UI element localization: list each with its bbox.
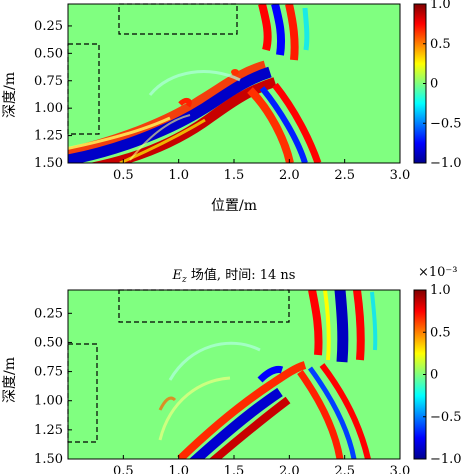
colorbar-tick-label: 0.5 bbox=[430, 37, 451, 52]
y-tick-label: 0.75 bbox=[34, 365, 63, 380]
colorbar-tick-label: 0 bbox=[430, 77, 438, 92]
colorbar-tick-label: 1.0 bbox=[430, 283, 451, 298]
x-tick-label: 2.0 bbox=[279, 464, 300, 474]
wavefield-1 bbox=[68, 4, 322, 163]
chart-title-2: Ez 场值, 时间: 14 ns bbox=[172, 267, 296, 285]
colorbar-exponent-2: ×10⁻³ bbox=[418, 265, 458, 280]
y-tick-label: 0.25 bbox=[34, 19, 63, 34]
y-ticks-2: 0.25 0.50 0.75 1.00 1.25 1.50 bbox=[34, 306, 72, 467]
colorbar-tick-label: −0.5 bbox=[430, 410, 462, 425]
x-tick-label: 1.5 bbox=[224, 168, 245, 183]
y-axis-label-1: 深度/m bbox=[2, 72, 18, 118]
x-tick-label: 2.5 bbox=[334, 168, 355, 183]
y-tick-label: 1.00 bbox=[34, 394, 63, 409]
x-tick-label: 0.5 bbox=[113, 464, 134, 474]
y-tick-label: 1.25 bbox=[34, 423, 63, 438]
y-tick-label: 0.25 bbox=[34, 306, 63, 321]
x-tick-label: 1.0 bbox=[168, 168, 189, 183]
y-tick-label: 1.50 bbox=[34, 156, 63, 171]
x-ticks-1: 0.5 1.0 1.5 2.0 2.5 3.0 bbox=[113, 159, 410, 183]
x-tick-label: 1.5 bbox=[224, 464, 245, 474]
y-tick-label: 0.50 bbox=[34, 46, 63, 61]
colorbar-ticks-2: 1.0 0.5 0 −0.5 −1.0 bbox=[423, 283, 462, 467]
x-tick-label: 3.0 bbox=[390, 464, 411, 474]
x-tick-label: 2.5 bbox=[334, 464, 355, 474]
colorbar-tick-label: −1.0 bbox=[430, 156, 462, 171]
x-axis-label-1: 位置/m bbox=[211, 198, 257, 214]
panel-2: Ez 场值, 时间: 14 ns 0.5 1.0 1.5 2.0 2.5 3.0 0. bbox=[2, 265, 462, 474]
x-tick-label: 1.0 bbox=[168, 464, 189, 474]
x-tick-label: 2.0 bbox=[279, 168, 300, 183]
colorbar-tick-label: 0 bbox=[430, 368, 438, 383]
colorbar-ticks-1: 1.0 0.5 0 −0.5 −1.0 bbox=[423, 0, 462, 171]
y-ticks-1: 0.25 0.50 0.75 1.00 1.25 1.50 bbox=[34, 19, 72, 171]
y-tick-label: 0.75 bbox=[34, 74, 63, 89]
colorbar-tick-label: −0.5 bbox=[430, 116, 462, 131]
y-tick-label: 1.50 bbox=[34, 452, 63, 467]
wavefield-2 bbox=[158, 290, 378, 459]
colorbar-tick-label: 1.0 bbox=[430, 0, 451, 12]
colorbar-tick-label: 0.5 bbox=[430, 325, 451, 340]
colorbar-tick-label: −1.0 bbox=[430, 452, 462, 467]
x-tick-label: 3.0 bbox=[390, 168, 411, 183]
panel-1: 0.5 1.0 1.5 2.0 2.5 3.0 0.250.500.751.001.251… bbox=[2, 0, 462, 214]
x-ticks-2: 0.5 1.0 1.5 2.0 2.5 3.0 bbox=[113, 455, 410, 474]
y-axis-label-2: 深度/m bbox=[2, 357, 18, 403]
x-tick-label: 0.5 bbox=[113, 168, 134, 183]
heatmap-background-2 bbox=[68, 290, 400, 459]
y-tick-label: 1.00 bbox=[34, 101, 63, 116]
y-tick-label: 1.25 bbox=[34, 129, 63, 144]
y-tick-label: 0.50 bbox=[34, 335, 63, 350]
